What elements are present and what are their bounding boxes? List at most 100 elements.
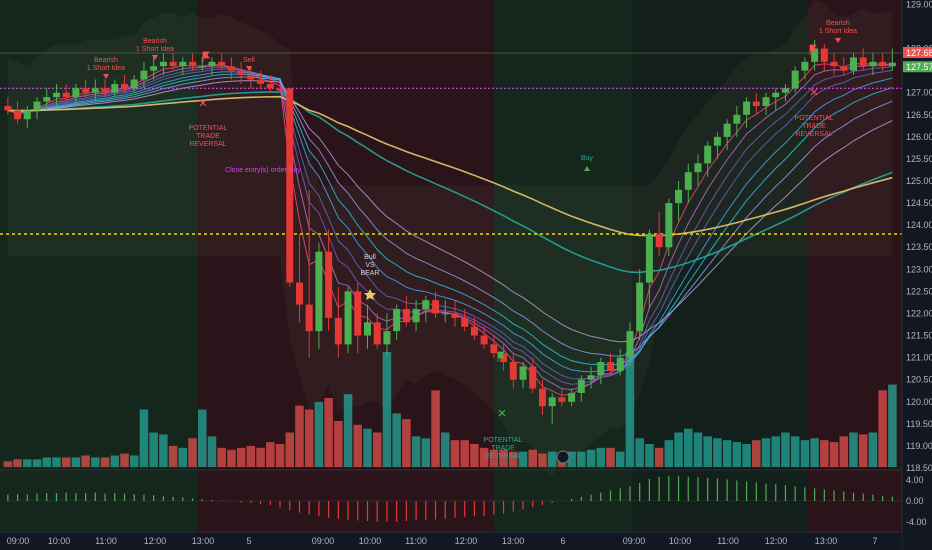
- candle-body: [33, 101, 41, 111]
- candle-body: [811, 48, 819, 62]
- cross-marker-icon: [199, 99, 207, 107]
- chart-annotation: Bearish: [826, 20, 850, 27]
- chart-annotation: 1 Short Idea: [136, 46, 174, 53]
- buy-arrow-icon: [584, 166, 590, 171]
- ema-line: [7, 80, 893, 343]
- time-tick-label: 6: [560, 536, 565, 546]
- candle-body: [519, 366, 527, 380]
- time-tick-label: 12:00: [765, 536, 788, 546]
- price-tick-label: 122.50: [906, 286, 932, 296]
- candle-body: [295, 282, 303, 305]
- volume-bar: [820, 440, 829, 467]
- volume-bar: [343, 394, 353, 467]
- volume-bar: [3, 461, 13, 467]
- time-tick-label: 12:00: [144, 536, 167, 546]
- volume-bar: [42, 457, 51, 467]
- volume-bar: [266, 442, 275, 467]
- candle-body: [43, 97, 51, 102]
- time-tick-label: 09:00: [312, 536, 335, 546]
- volume-bar: [188, 438, 197, 467]
- time-tick-label: 11:00: [405, 536, 427, 546]
- volume-bar: [888, 384, 897, 467]
- flag-icon: [809, 44, 817, 55]
- time-tick-label: 09:00: [7, 536, 30, 546]
- candle-body: [344, 291, 352, 345]
- sell-arrow-icon: [103, 74, 109, 79]
- volume-bar: [868, 432, 878, 467]
- candle-body: [850, 57, 857, 71]
- volume-bar: [829, 442, 839, 467]
- time-axis-background: [0, 532, 902, 550]
- time-tick-label: 10:00: [359, 536, 382, 546]
- candle-body: [704, 145, 712, 164]
- ema-line: [7, 73, 893, 366]
- candle-body: [179, 61, 187, 67]
- volume-bar: [752, 440, 761, 467]
- price-tick-label: 126.00: [906, 132, 932, 142]
- candle-body: [840, 66, 848, 71]
- candle-body: [713, 136, 721, 146]
- time-tick-label: 13:00: [502, 536, 525, 546]
- chart-annotation: TRADE: [491, 445, 515, 452]
- volume-bar: [421, 438, 431, 467]
- chart-annotation: Bearish: [143, 38, 167, 45]
- price-tick-label: 122.00: [906, 308, 932, 318]
- volume-bar: [275, 444, 285, 467]
- candle-body: [655, 234, 663, 248]
- candle-body: [781, 88, 789, 93]
- time-tick-label: 11:00: [95, 536, 117, 546]
- volume-bar: [586, 449, 596, 467]
- price-tick-label: 126.50: [906, 110, 932, 120]
- volume-bar: [810, 438, 819, 467]
- candle-body: [422, 300, 430, 310]
- sell-arrow-icon: [835, 38, 841, 43]
- flag-icon: [202, 51, 210, 62]
- volume-bar: [800, 440, 810, 467]
- candle-body: [111, 83, 119, 93]
- candle-body: [587, 375, 595, 380]
- volume-bar: [304, 409, 314, 467]
- time-tick-label: 5: [246, 536, 251, 546]
- price-tick-label: 129.00: [906, 0, 932, 9]
- candle-body: [198, 66, 206, 68]
- candle-body: [82, 88, 90, 93]
- ema-line: [7, 66, 893, 385]
- volume-bar: [615, 451, 625, 467]
- candle-body: [130, 79, 138, 89]
- volume-bar: [246, 445, 256, 467]
- price-tick-label: 127.00: [906, 88, 932, 98]
- time-tick-label: 7: [872, 536, 877, 546]
- volume-bar: [382, 352, 392, 467]
- volume-bar: [664, 440, 674, 467]
- volume-bar: [353, 424, 363, 467]
- ema-line: [7, 76, 893, 357]
- volume-bar: [178, 447, 188, 467]
- ema-line: [7, 64, 893, 391]
- volume-bar: [256, 447, 265, 467]
- ema-line: [7, 71, 893, 373]
- volume-bar: [479, 447, 489, 467]
- volume-bar: [499, 449, 508, 467]
- volume-bar: [61, 457, 71, 467]
- star-icon: [364, 289, 376, 300]
- volume-bar: [71, 457, 81, 467]
- volume-bar: [159, 434, 168, 467]
- chart-annotation: 1 Short Idea: [87, 65, 125, 72]
- candle-body: [140, 70, 148, 80]
- candle-body: [52, 92, 60, 98]
- time-tick-label: 12:00: [455, 536, 478, 546]
- candle-body: [888, 62, 896, 67]
- volume-bar: [314, 401, 324, 467]
- volume-bar: [100, 457, 110, 467]
- candle-body: [616, 357, 624, 371]
- candle-body: [684, 172, 692, 190]
- price-tick-label: 123.50: [906, 242, 932, 252]
- chart-annotation: Sell: [243, 57, 255, 64]
- volume-bar: [334, 421, 343, 467]
- chart-annotation: BEAR: [360, 270, 379, 277]
- oscillator-tick-label: 4.00: [906, 475, 924, 485]
- volume-bar: [489, 449, 499, 467]
- volume-bar: [168, 445, 178, 467]
- chart-annotation: Bull: [364, 254, 376, 261]
